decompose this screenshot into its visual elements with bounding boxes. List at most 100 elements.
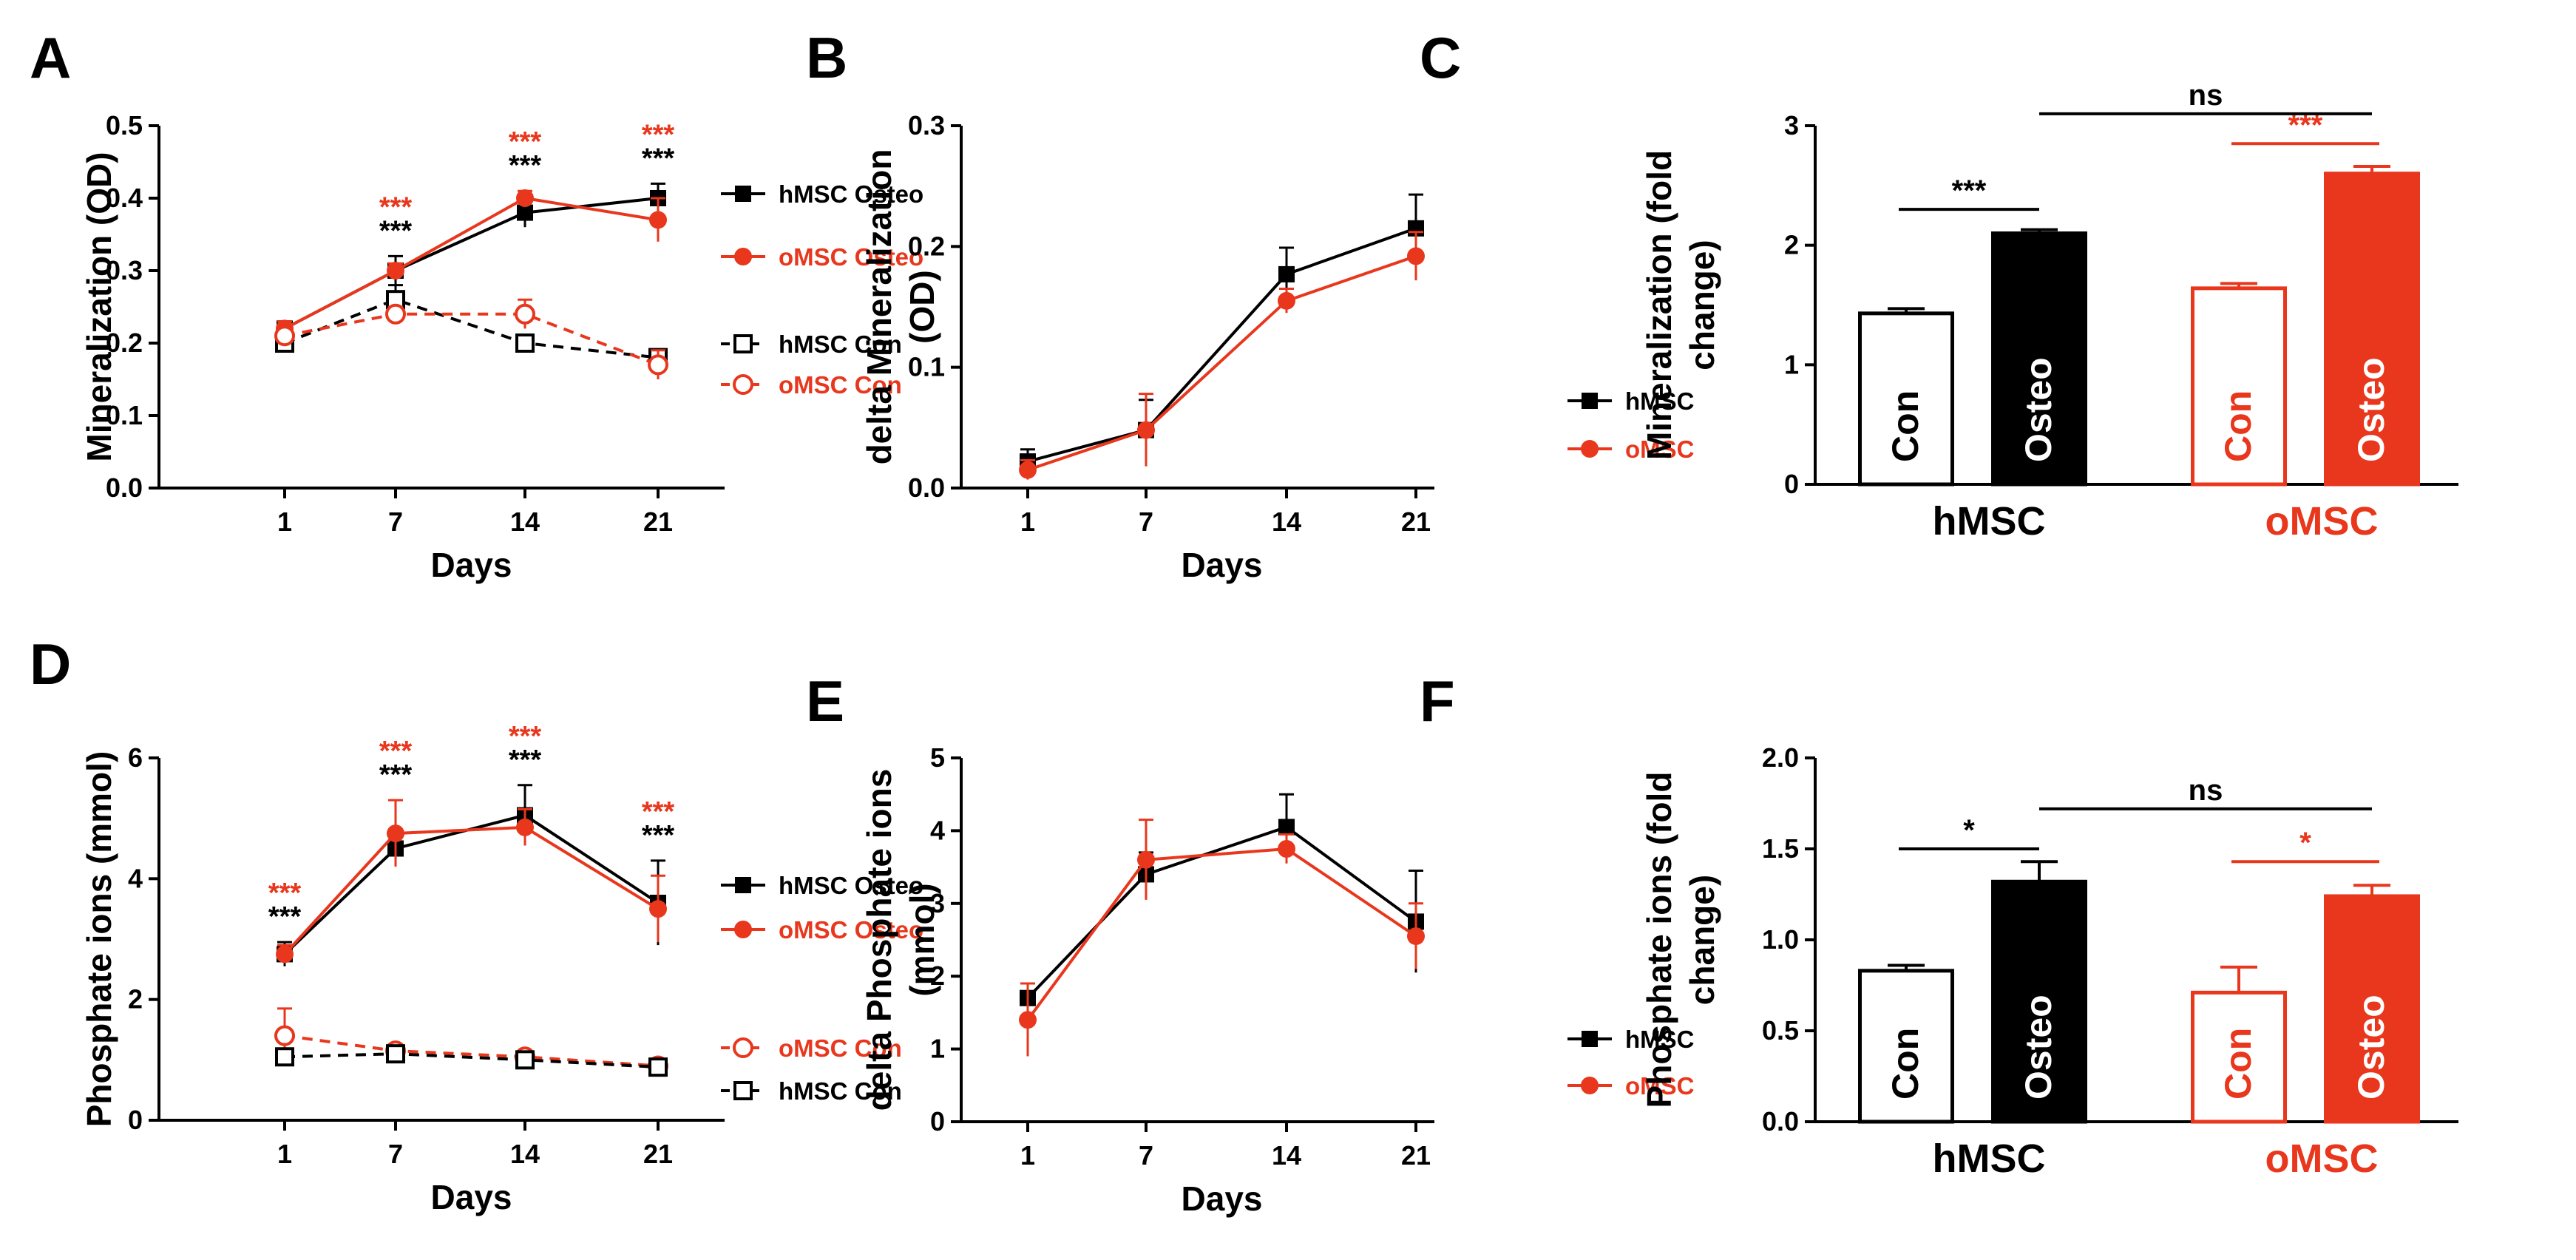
bar-label: Con xyxy=(2217,390,2259,462)
y-tick-label: 0.0 xyxy=(908,472,945,503)
y-axis-title: Phosphate ions (fold change) xyxy=(1640,772,1721,1108)
data-point xyxy=(385,303,406,325)
legend-label: hMSC Osteo xyxy=(779,872,923,899)
y-tick-label: 0 xyxy=(128,1105,143,1135)
significance-stars-red: *** xyxy=(509,126,542,158)
significance-label: ns xyxy=(2189,774,2223,807)
panel-F: F 0.0 0.5 1.0 1.5 2.0 Phosphate ions (fold chan… xyxy=(1420,668,2458,1181)
bar-label-wrap: Con xyxy=(1885,390,1926,462)
series-line xyxy=(284,196,659,331)
series-omsc xyxy=(1019,819,1425,1057)
bar-label: Osteo xyxy=(2350,357,2392,462)
y-tick-label: 2.0 xyxy=(1762,742,1799,773)
data-point xyxy=(515,303,535,325)
bar-label-wrap: Con xyxy=(1885,1028,1926,1100)
significance-stars-red: *** xyxy=(642,119,675,150)
legend-item: oMSC Con xyxy=(721,1034,902,1062)
legend-item: hMSC Osteo xyxy=(721,872,923,899)
legend-marker xyxy=(1582,1031,1598,1047)
legend-item: hMSC Con xyxy=(721,1077,902,1105)
bar-group: Con xyxy=(1858,307,1954,487)
legend-item: hMSC xyxy=(1567,1026,1695,1053)
y-tick-label: 4 xyxy=(128,863,143,893)
panel-C: C 0 1 2 3 Mineralization (fold change) Con Osteo… xyxy=(1420,25,2458,543)
y-tick-label: 2 xyxy=(930,961,945,991)
y-axis-title-line1: Phosphate ions (fold xyxy=(1640,772,1678,1108)
significance-stars-black: *** xyxy=(509,745,542,776)
bar-label: Con xyxy=(1885,1028,1926,1100)
data-point xyxy=(386,1044,405,1064)
series-line xyxy=(284,1052,659,1069)
y-tick-label: 1 xyxy=(930,1034,945,1064)
legend-item: hMSC Osteo xyxy=(721,180,923,208)
data-point xyxy=(387,262,404,280)
series-line xyxy=(284,197,659,331)
y-axis-title-text: Mineralization (OD) xyxy=(80,152,118,461)
y-tick-label: 3 xyxy=(1784,110,1799,140)
y-tick-label: 3 xyxy=(930,888,945,918)
legend-label: oMSC Con xyxy=(779,371,902,399)
bar-label-wrap: Osteo xyxy=(2350,357,2392,462)
legend-marker xyxy=(733,1037,753,1058)
series-line xyxy=(1027,226,1417,463)
significance-label: * xyxy=(2299,827,2311,859)
y-axis-title-line1: Mineralization (fold xyxy=(1640,150,1678,460)
data-point xyxy=(1407,927,1425,946)
significance-label: * xyxy=(1963,814,1975,847)
y-axis-title: delta Mineralization (OD) xyxy=(860,149,941,465)
legend-item: oMSC Osteo xyxy=(721,916,923,944)
legend-marker xyxy=(735,877,751,893)
bar xyxy=(2191,990,2287,1124)
y-axis-title: delta Phosphate ions (mmol) xyxy=(860,769,941,1111)
bar-label-wrap: Osteo xyxy=(2350,995,2392,1100)
x-tick-label: 7 xyxy=(388,1139,403,1169)
legend-item: oMSC Osteo xyxy=(721,243,923,271)
x-tick-label: 14 xyxy=(510,1139,540,1169)
y-tick-label: 0.2 xyxy=(106,328,143,358)
y-axis-title-line1: delta Phosphate ions xyxy=(860,769,898,1111)
panel-label: D xyxy=(30,631,71,697)
panel-label: A xyxy=(30,25,71,90)
data-point xyxy=(515,1050,535,1070)
x-tick-label: 7 xyxy=(1139,507,1153,537)
bar xyxy=(2191,286,2287,487)
bar-group: Osteo xyxy=(2324,164,2420,487)
x-tick-label: 1 xyxy=(1020,507,1035,537)
y-tick-label: 0.4 xyxy=(106,183,143,213)
data-point xyxy=(649,211,667,229)
significance-stars-red: *** xyxy=(642,796,675,827)
y-tick-label: 0.1 xyxy=(908,352,945,382)
series-hmsc xyxy=(1020,793,1424,1013)
x-tick-label: 21 xyxy=(1401,507,1431,537)
x-tick-label: 1 xyxy=(1020,1140,1035,1171)
data-point xyxy=(1278,840,1295,858)
data-point xyxy=(1137,421,1155,439)
significance-stars-black: *** xyxy=(509,150,542,181)
legend-label: oMSC Con xyxy=(779,1034,902,1062)
y-tick-label: 0.2 xyxy=(908,231,945,261)
y-axis-title: Mineralization (OD) xyxy=(80,152,118,461)
data-point xyxy=(648,354,668,376)
legend-marker xyxy=(733,1081,753,1100)
y-axis-title: Phosphate ions (mmol) xyxy=(80,751,118,1128)
data-point xyxy=(1278,819,1295,836)
y-axis-title-line2: (mmol) xyxy=(903,883,941,996)
y-tick-label: 0.3 xyxy=(908,110,945,140)
legend-item: oMSC Con xyxy=(721,371,902,399)
y-axis-title-text: Phosphate ions (mmol) xyxy=(80,751,118,1128)
panel-label: B xyxy=(806,25,847,90)
y-tick-label: 2 xyxy=(1784,230,1799,260)
y-tick-label: 1 xyxy=(1784,349,1799,379)
significance-stars-red: *** xyxy=(379,736,413,767)
x-tick-label: 14 xyxy=(1272,507,1301,537)
legend-marker xyxy=(734,921,752,938)
legend-label: oMSC xyxy=(1625,1072,1695,1100)
significance-stars-black: *** xyxy=(642,820,675,851)
y-tick-label: 5 xyxy=(930,742,945,773)
group-label: oMSC xyxy=(2265,1137,2379,1181)
x-tick-label: 7 xyxy=(1139,1140,1153,1171)
series-omsc-con xyxy=(274,298,668,379)
bar-group: Con xyxy=(2191,282,2287,487)
series-hmsc-osteo xyxy=(277,182,666,337)
